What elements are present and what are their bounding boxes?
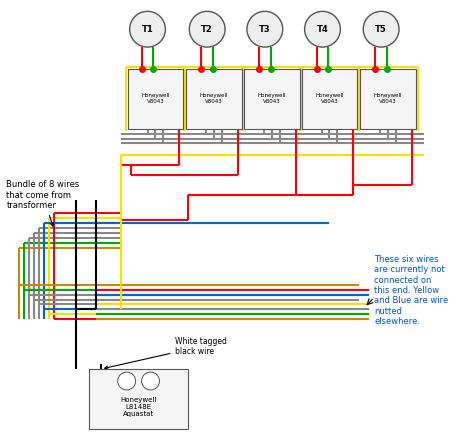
Text: Honeywell
V8043: Honeywell V8043 [257, 93, 286, 104]
Text: T4: T4 [317, 25, 328, 34]
Circle shape [142, 372, 159, 390]
Text: Honeywell
V8043: Honeywell V8043 [141, 93, 170, 104]
Circle shape [247, 11, 283, 47]
Text: T3: T3 [259, 25, 271, 34]
Circle shape [305, 11, 340, 47]
Bar [89, 369, 188, 429]
Text: White tagged
black wire: White tagged black wire [105, 337, 227, 369]
Text: Honeywell
V8043: Honeywell V8043 [200, 93, 228, 104]
Circle shape [189, 11, 225, 47]
Text: T1: T1 [142, 25, 154, 34]
Bar [186, 69, 242, 128]
Bar [128, 69, 183, 128]
Text: Bundle of 8 wires
that come from
transformer: Bundle of 8 wires that come from transfo… [6, 180, 80, 226]
Text: T5: T5 [375, 25, 387, 34]
Text: Honeywell
V8043: Honeywell V8043 [315, 93, 344, 104]
Bar [301, 69, 357, 128]
Text: These six wires
are currently not
connected on
this end. Yellow
and Blue are wir: These six wires are currently not connec… [374, 255, 448, 326]
Circle shape [363, 11, 399, 47]
Bar [244, 69, 300, 128]
Circle shape [129, 11, 165, 47]
Text: Honeywell
L8148E
Aquastat: Honeywell L8148E Aquastat [120, 397, 157, 417]
Text: Honeywell
V8043: Honeywell V8043 [374, 93, 402, 104]
Bar [360, 69, 416, 128]
Circle shape [118, 372, 136, 390]
Text: T2: T2 [201, 25, 213, 34]
